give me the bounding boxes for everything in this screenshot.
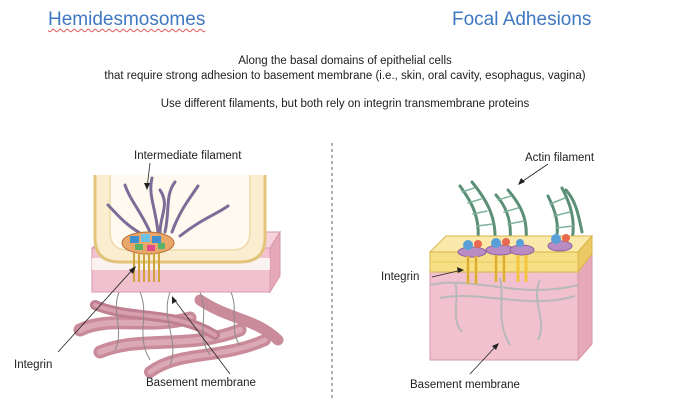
subtitle-line-3: Use different filaments, but both rely o… (160, 98, 530, 110)
label-intermediate-filament: Intermediate filament (134, 150, 242, 162)
subtitle-line-2: that require strong adhesion to basement… (104, 70, 586, 82)
title-focal-adhesions: Focal Adhesions (452, 9, 592, 30)
basement-membrane-block-right (429, 271, 579, 361)
pointer-integrin-right (431, 269, 463, 278)
pointer-membrane-right (469, 344, 498, 375)
matrix-fibers-right (429, 277, 579, 346)
intermediate-filaments (106, 176, 230, 238)
hemidesmosome-illustration (57, 162, 284, 378)
label-basement-membrane-left: Basement membrane (146, 377, 256, 389)
label-integrin-right: Integrin (381, 271, 420, 283)
collagen-fibers-left (73, 294, 284, 378)
subtitle-line-1: Along the basal domains of epithelial ce… (238, 55, 452, 67)
pointer-membrane-left (172, 297, 231, 375)
integrin-complexes-right (457, 234, 573, 284)
title-hemidesmosomes: Hemidesmosomes (48, 9, 206, 30)
pointer-actin-filament (519, 163, 549, 184)
anchoring-fibrils-left (114, 289, 241, 366)
label-integrin-left: Integrin (14, 359, 53, 371)
label-actin-filament: Actin filament (525, 152, 595, 164)
focal-adhesion-illustration (428, 163, 594, 375)
label-basement-membrane-right: Basement membrane (410, 379, 520, 391)
pointer-integrin-left (57, 267, 135, 353)
actin-filaments (458, 180, 584, 242)
